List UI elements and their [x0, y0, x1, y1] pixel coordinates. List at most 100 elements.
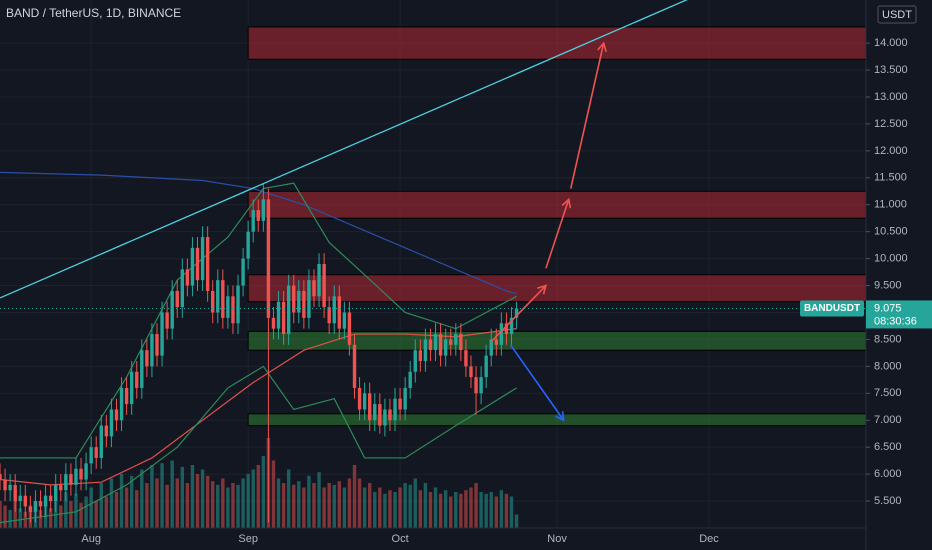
candle-body: [281, 301, 286, 335]
candle-body: [124, 387, 129, 405]
volume-bar: [119, 474, 124, 528]
candle-body: [297, 290, 301, 313]
candle-body: [33, 501, 38, 512]
symbol-tag: [800, 300, 864, 317]
candle-body: [119, 387, 124, 421]
candle-body: [489, 339, 493, 356]
volume-bar: [3, 505, 7, 528]
candle-body: [514, 308, 519, 318]
candle-body: [367, 393, 372, 421]
zone: [247, 413, 867, 427]
last-price-tag: [866, 300, 932, 329]
candle-body: [48, 495, 53, 502]
volume-bar: [0, 501, 2, 528]
y-tick-label: 14.000: [874, 37, 908, 49]
volume-bar: [383, 493, 387, 528]
candle-body: [226, 296, 230, 318]
candle-body: [276, 301, 281, 329]
volume-bar: [378, 487, 382, 528]
volume-bar: [251, 469, 255, 528]
volume-bar: [337, 481, 342, 528]
volume-bar: [469, 487, 473, 528]
volume-bar: [216, 484, 220, 528]
volume-bar: [165, 484, 169, 528]
volume-bar: [109, 478, 114, 528]
candle-body: [74, 468, 78, 485]
indicator-line: [0, 182, 517, 459]
volume-bar: [362, 487, 367, 528]
candle-body: [175, 290, 179, 308]
volume-bar: [13, 496, 17, 528]
volume-bar: [428, 492, 433, 528]
volume-bar: [8, 510, 12, 528]
candle-body: [3, 479, 7, 491]
volume-bar: [357, 478, 362, 528]
countdown-label: 08:30:36: [874, 315, 917, 327]
volume-bar: [322, 487, 326, 528]
candle-body: [393, 398, 397, 421]
volume-bar: [54, 496, 58, 528]
drawings-layer: [0, 0, 866, 422]
candle-body: [408, 371, 412, 388]
candle-body: [211, 290, 215, 313]
volume-bar: [373, 492, 377, 528]
volume-bar: [504, 493, 509, 528]
candle-body: [185, 269, 190, 286]
candle-body: [286, 285, 291, 335]
candle-body: [454, 334, 458, 345]
candle-body: [484, 355, 488, 378]
candle-body: [140, 350, 144, 388]
y-tick-label: 7.500: [874, 387, 902, 399]
volume-bar: [64, 492, 68, 528]
volume-bar: [226, 487, 230, 528]
volume-bar: [489, 492, 493, 528]
candle-body: [43, 495, 48, 507]
y-tick-label: 6.000: [874, 468, 902, 480]
candle-body: [413, 350, 417, 372]
arrow: [490, 284, 548, 343]
candle-body: [241, 258, 245, 286]
volume-bar: [312, 483, 316, 528]
currency-box[interactable]: [877, 5, 917, 24]
candle-body: [28, 506, 33, 512]
candle-body: [236, 285, 240, 324]
candle-body: [104, 425, 109, 437]
volume-bar: [449, 496, 453, 528]
candle-body: [266, 199, 271, 318]
candle-body: [347, 312, 352, 345]
candle-body: [195, 247, 200, 281]
volume-bar: [38, 510, 43, 528]
x-tick-label: Nov: [547, 533, 567, 545]
volume-bar: [307, 475, 311, 528]
candle-body: [0, 474, 2, 480]
candle-body: [38, 501, 43, 507]
candle-body: [145, 350, 149, 367]
volume-bar: [403, 483, 407, 528]
volume-bar: [413, 478, 417, 528]
candle-body: [84, 463, 88, 480]
candle-body: [509, 317, 514, 335]
volume-bar: [84, 496, 88, 528]
volume-bar: [474, 483, 478, 528]
candle-body: [79, 468, 83, 480]
volume-bar: [352, 465, 357, 528]
candle-body: [54, 484, 58, 502]
candle-body: [200, 237, 205, 281]
candle-body: [23, 495, 28, 507]
volume-bar: [190, 465, 195, 528]
volume-bar: [124, 487, 129, 528]
volume-bar: [74, 493, 78, 528]
volume-bar: [367, 483, 372, 528]
candles-layer: [0, 183, 519, 523]
candle-body: [69, 474, 73, 485]
candle-body: [504, 323, 509, 335]
volume-bar: [211, 481, 215, 528]
candle-body: [231, 296, 235, 324]
volume-bar: [423, 483, 428, 528]
arrow: [569, 41, 607, 189]
volume-bar: [332, 484, 336, 528]
indicator-layer: [0, 171, 517, 524]
candle-body: [362, 393, 367, 410]
candle-body: [261, 199, 266, 221]
volume-bar: [347, 478, 352, 528]
